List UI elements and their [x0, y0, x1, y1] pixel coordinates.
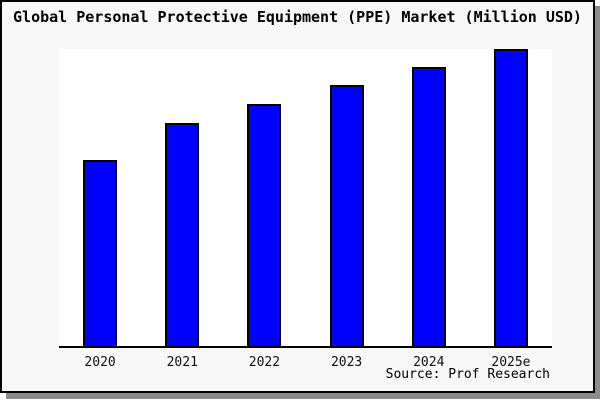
x-tick-2023: 2023: [330, 355, 363, 370]
bar-2023: [329, 85, 364, 346]
chart-card: Global Personal Protective Equipment (PP…: [0, 0, 595, 393]
bars-container: [59, 49, 552, 346]
bar-slot-2022: [223, 104, 305, 346]
bar-slot-2024: [388, 67, 470, 346]
bar-2022: [247, 104, 282, 346]
x-axis-tick-labels: 2020 2021 2022 2023 2024 2025e: [59, 355, 552, 370]
x-tick-2021: 2021: [166, 355, 198, 370]
bar-2021: [165, 123, 200, 346]
bar-2024: [411, 67, 446, 346]
bar-slot-2023: [306, 85, 388, 346]
plot-area: [59, 49, 552, 348]
x-tick-2024: 2024: [413, 355, 445, 370]
x-tick-2025e: 2025e: [491, 355, 531, 370]
bar-slot-2025e: [470, 49, 552, 346]
bar-slot-2020: [59, 160, 141, 346]
chart-title: Global Personal Protective Equipment (PP…: [13, 8, 582, 26]
source-note: Source: Prof Research: [385, 367, 550, 382]
bar-2025e: [493, 49, 528, 346]
bar-slot-2021: [141, 123, 223, 346]
x-tick-2020: 2020: [84, 355, 116, 370]
bar-2020: [83, 160, 118, 346]
x-tick-2022: 2022: [248, 355, 281, 370]
